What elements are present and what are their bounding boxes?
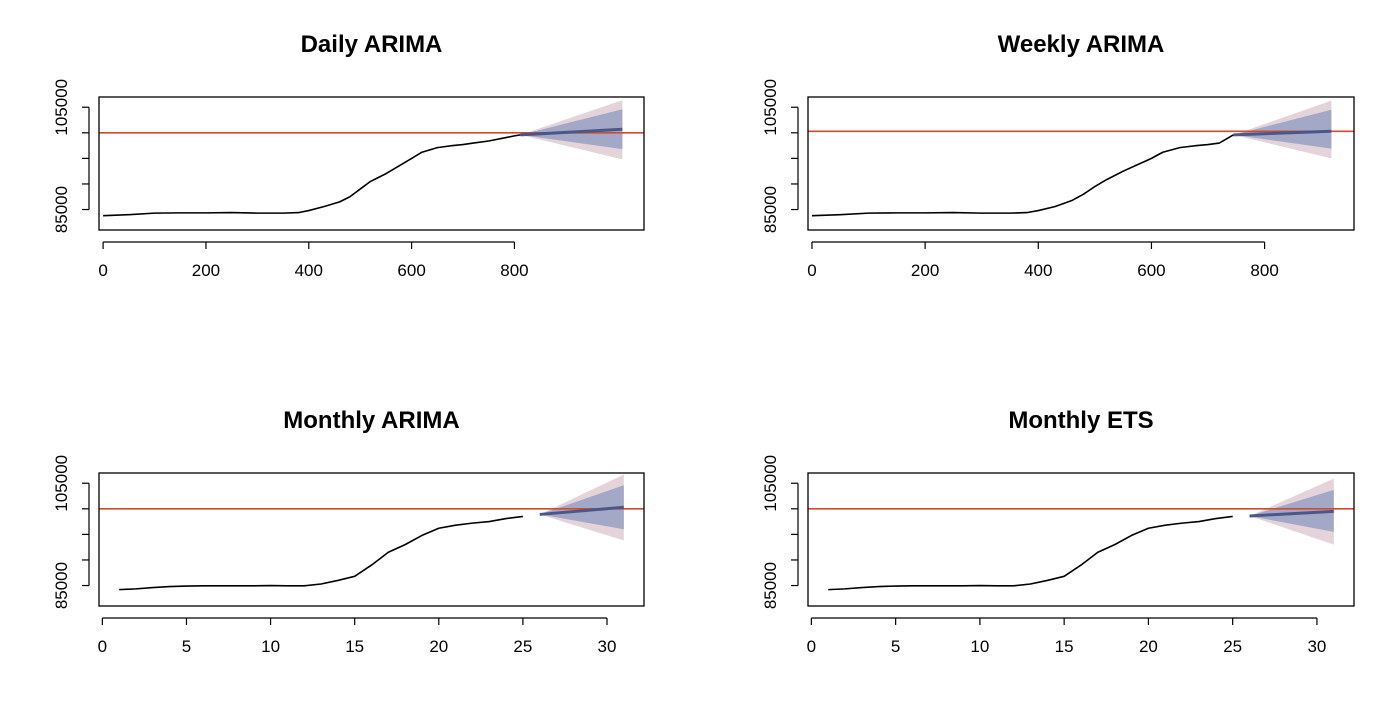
history-line [811, 134, 1234, 217]
forecast-band-80 [539, 485, 624, 530]
chart-title: Monthly ETS [1008, 407, 1153, 434]
chart-panel-1: Daily ARIMA 0 200 400 600 800 85000 105000 [52, 31, 645, 280]
forecast-band-80 [1233, 109, 1332, 149]
x-tick-label: 200 [911, 261, 939, 280]
x-tick-label: 25 [1223, 637, 1242, 656]
x-tick-label: 0 [98, 261, 107, 280]
history-line [828, 515, 1233, 591]
x-tick-label: 400 [1024, 261, 1052, 280]
chart-panel-2: Weekly ARIMA 0 200 400 600 800 85000 105000 [761, 31, 1355, 280]
x-tick-label: 0 [807, 261, 816, 280]
history-line [119, 515, 523, 591]
x-tick-label: 20 [429, 637, 448, 656]
x-tick-label: 5 [182, 637, 191, 656]
x-tick-label: 30 [1307, 637, 1326, 656]
y-tick-label: 85000 [52, 562, 71, 609]
x-tick-label: 15 [345, 637, 364, 656]
x-tick-label: 10 [970, 637, 989, 656]
chart-panel-3: Monthly ARIMA 0 5 10 15 20 25 30 85000 105000 [52, 407, 645, 656]
plot-area [99, 100, 644, 217]
plot-area [99, 474, 644, 591]
forecast-line [539, 505, 624, 516]
x-tick-label: 800 [1250, 261, 1278, 280]
y-tick-label: 85000 [761, 562, 780, 609]
x-tick-label: 30 [598, 637, 617, 656]
x-tick-label: 10 [261, 637, 280, 656]
x-tick-label: 25 [513, 637, 532, 656]
forecast-band-80 [1249, 489, 1334, 532]
x-tick-label: 200 [192, 261, 220, 280]
plot-area [808, 100, 1354, 217]
y-tick-label: 105000 [52, 455, 71, 512]
x-tick-label: 800 [500, 261, 528, 280]
y-tick-label: 105000 [761, 455, 780, 512]
y-tick-label: 85000 [52, 186, 71, 233]
x-tick-label: 20 [1139, 637, 1158, 656]
chart-title: Weekly ARIMA [998, 31, 1165, 58]
plot-frame [98, 472, 645, 607]
y-tick-label: 105000 [52, 79, 71, 136]
forecast-line [1249, 509, 1334, 518]
forecast-band-80 [520, 109, 623, 150]
chart-title: Monthly ARIMA [283, 407, 459, 434]
x-tick-label: 600 [1137, 261, 1165, 280]
y-tick-label: 105000 [761, 79, 780, 136]
x-tick-label: 5 [891, 637, 900, 656]
x-tick-label: 15 [1055, 637, 1074, 656]
plot-frame [807, 472, 1355, 607]
x-tick-label: 400 [295, 261, 323, 280]
x-tick-label: 0 [807, 637, 816, 656]
y-tick-label: 85000 [761, 186, 780, 233]
forecast-line [520, 127, 623, 137]
history-line [103, 134, 521, 217]
plot-frame [807, 96, 1355, 231]
x-tick-label: 600 [397, 261, 425, 280]
plot-area [808, 478, 1354, 591]
forecast-line [1233, 129, 1332, 137]
chart-title: Daily ARIMA [301, 31, 443, 58]
chart-panel-4: Monthly ETS 0 5 10 15 20 25 30 85000 105000 [761, 407, 1355, 656]
x-tick-label: 0 [98, 637, 107, 656]
plot-frame [98, 96, 645, 231]
